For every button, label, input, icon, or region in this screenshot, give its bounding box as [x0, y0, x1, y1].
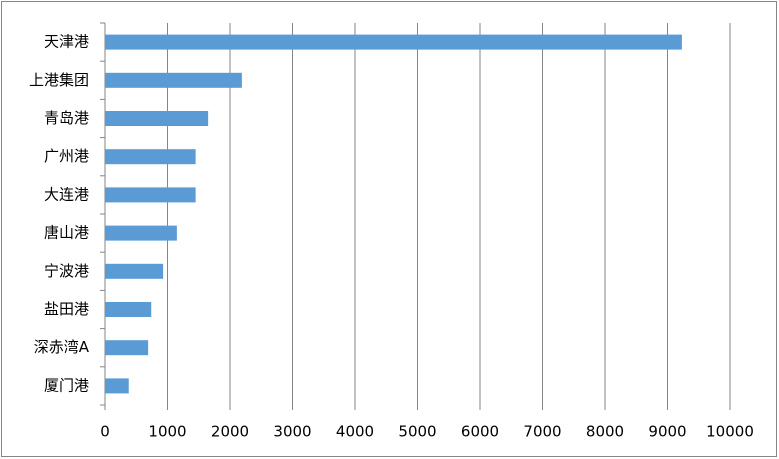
bar — [105, 111, 209, 126]
x-tick-label: 3000 — [273, 423, 311, 441]
bar — [105, 34, 682, 50]
bar — [105, 187, 196, 203]
bar — [105, 340, 149, 356]
bar — [105, 378, 129, 394]
bar — [105, 263, 164, 279]
y-tick-label: 盐田港 — [44, 300, 89, 318]
x-tick-label: 10000 — [706, 423, 754, 441]
y-tick-label: 青岛港 — [44, 109, 89, 127]
x-tick-label: 7000 — [523, 423, 561, 441]
y-tick-label: 上港集团 — [29, 71, 89, 89]
x-tick-label: 2000 — [211, 423, 249, 441]
x-tick-label: 9000 — [648, 423, 686, 441]
x-tick-label: 6000 — [461, 423, 499, 441]
x-tick-label: 5000 — [398, 423, 436, 441]
bar — [105, 302, 152, 317]
y-tick-label: 宁波港 — [44, 262, 89, 280]
y-tick-label: 深赤湾A — [34, 338, 90, 356]
x-tick-label: 4000 — [336, 423, 374, 441]
x-tick-label: 8000 — [586, 423, 624, 441]
y-tick-label: 广州港 — [44, 147, 89, 165]
x-tick-label: 0 — [100, 423, 110, 441]
bar — [105, 225, 177, 241]
y-tick-label: 厦门港 — [44, 376, 89, 394]
y-tick-label: 天津港 — [44, 33, 89, 51]
y-tick-label: 大连港 — [44, 185, 89, 203]
bar — [105, 72, 242, 88]
bar — [105, 149, 196, 165]
x-tick-label: 1000 — [148, 423, 186, 441]
y-tick-label: 唐山港 — [44, 224, 89, 242]
